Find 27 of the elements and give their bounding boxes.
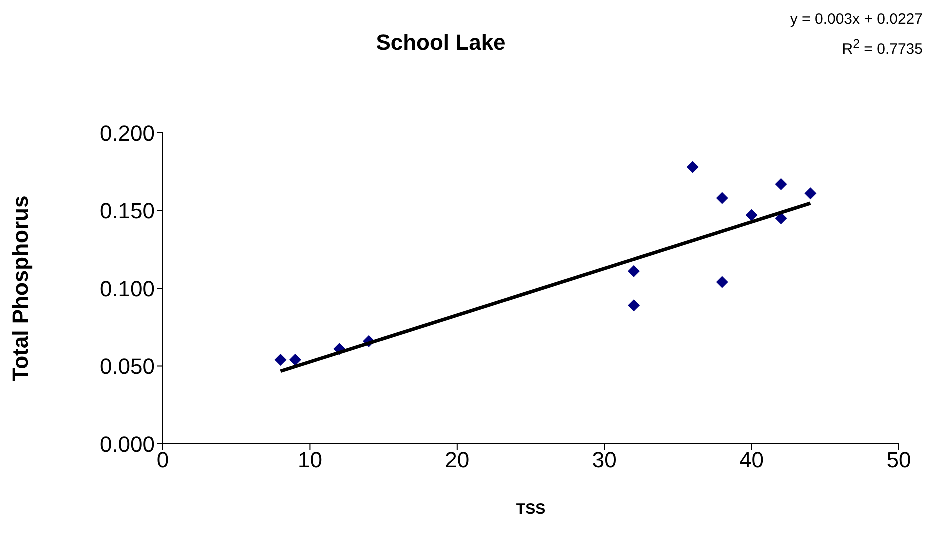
x-tick-label: 30 <box>592 448 617 473</box>
point <box>716 192 728 204</box>
point <box>628 300 640 312</box>
x-axis-title: TSS <box>516 501 546 518</box>
y-tick-label: 0.100 <box>100 276 155 302</box>
point <box>746 209 758 222</box>
x-tick-label: 20 <box>445 448 470 473</box>
text: y = 0.003x + 0.0227 <box>790 10 923 30</box>
y-axis-title: Total Phosphorus <box>8 196 33 382</box>
point <box>686 161 699 174</box>
x-tick-label: 10 <box>298 448 322 473</box>
point <box>775 212 788 225</box>
point <box>628 265 640 278</box>
text: R$^{2}$ = 0.7735 <box>841 36 923 60</box>
point <box>289 354 302 366</box>
y-tick-label: 0.000 <box>100 432 155 457</box>
x-tick-label: 40 <box>740 448 764 473</box>
y-tick-label: 0.050 <box>100 354 155 380</box>
point <box>775 178 788 190</box>
point <box>716 276 728 288</box>
x-tick-label: 0 <box>156 448 170 473</box>
x-tick-label: 50 <box>886 448 912 473</box>
y-tick-label: 0.150 <box>100 198 155 224</box>
y-tick-label: 0.200 <box>100 120 155 146</box>
point <box>804 188 817 200</box>
chart-title: School Lake <box>375 30 507 56</box>
point <box>274 354 287 366</box>
